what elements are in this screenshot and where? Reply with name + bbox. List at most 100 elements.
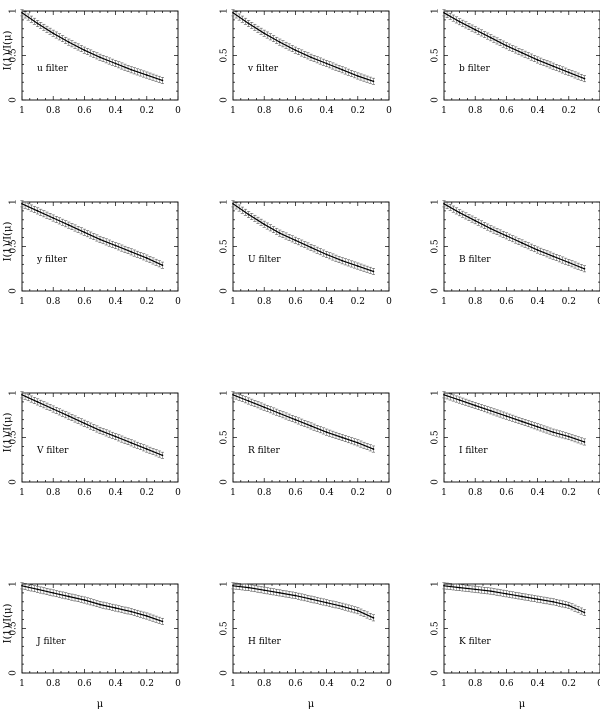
x-tick-label: 0: [597, 297, 600, 307]
x-tick-label: 0.8: [257, 106, 272, 116]
panel-v-filter: 1 0.8 0.6 0.4 0.2 0 0 0.5 1 v filter: [220, 8, 393, 116]
y-tick-label: 0.5: [431, 621, 441, 636]
data-point: [130, 68, 133, 71]
data-point: [372, 270, 375, 273]
data-point: [341, 259, 344, 262]
data-point: [52, 32, 55, 35]
data-point: [145, 74, 148, 76]
data-point: [232, 11, 234, 14]
data-point: [474, 588, 477, 591]
data-point: [278, 592, 281, 594]
data-point: [552, 65, 555, 68]
data-point: [294, 49, 297, 52]
filter-label: v filter: [247, 64, 279, 74]
data-point: [67, 224, 70, 227]
y-tick-label: 1: [431, 8, 441, 14]
x-tick-label: 0.2: [351, 106, 365, 116]
y-tick-label: 0.5: [220, 239, 230, 254]
data-point: [458, 211, 461, 214]
data-point: [458, 586, 461, 589]
x-axis-label: μ: [97, 699, 104, 710]
x-tick-label: 1: [230, 679, 236, 689]
x-tick-label: 0.6: [499, 106, 514, 116]
data-point: [278, 232, 281, 235]
x-tick-label: 0.8: [468, 106, 483, 116]
series-line: [21, 585, 163, 622]
data-point: [521, 420, 523, 423]
y-tick-label: 0.5: [431, 430, 441, 445]
y-tick-label: 0: [431, 288, 441, 294]
y-axis-label: I(1)/I(μ): [3, 604, 14, 644]
x-tick-label: 0.6: [499, 679, 514, 689]
x-tick-label: 0.6: [77, 488, 92, 498]
x-tick-label: 0: [386, 106, 392, 116]
x-tick-label: 1: [441, 106, 447, 116]
x-tick-label: 0: [175, 297, 181, 307]
data-point: [583, 611, 586, 614]
data-point: [36, 588, 39, 591]
x-tick-label: 0.4: [530, 297, 545, 307]
data-point: [52, 592, 55, 594]
data-point: [583, 441, 586, 443]
y-tick-label: 0.5: [9, 48, 19, 63]
y-tick-label: 1: [431, 581, 441, 587]
data-point: [458, 399, 461, 402]
data-point: [474, 404, 477, 407]
x-tick-label: 0: [175, 488, 181, 498]
series-line: [443, 203, 585, 270]
data-point: [521, 595, 523, 598]
series-line: [443, 12, 585, 80]
panel-K-filter: 1 0.8 0.6 0.4 0.2 0 0 0.5 1 K filter μ: [431, 581, 600, 710]
y-tick-label: 0.5: [431, 239, 441, 254]
y-tick-label: 1: [431, 390, 441, 396]
data-point: [99, 603, 101, 606]
panel-b-filter: 1 0.8 0.6 0.4 0.2 0 0 0.5 1 b filter: [431, 8, 600, 116]
data-point: [36, 401, 39, 403]
x-tick-label: 0.2: [562, 679, 576, 689]
y-tick-label: 0.5: [9, 430, 19, 445]
x-tick-label: 1: [230, 297, 236, 307]
x-tick-label: 0.2: [562, 488, 576, 498]
panel-I-filter: 1 0.8 0.6 0.4 0.2 0 0 0.5 1 I filter: [431, 390, 600, 498]
x-tick-label: 1: [19, 106, 25, 116]
filter-label: I filter: [459, 446, 488, 456]
x-tick-label: 1: [441, 297, 447, 307]
x-tick-label: 0.4: [319, 488, 334, 498]
data-point: [325, 62, 328, 65]
y-axis-label: I(1)/I(μ): [3, 413, 14, 453]
data-point: [130, 441, 133, 444]
data-point: [443, 202, 445, 205]
plot-frame: [21, 201, 179, 292]
data-point: [67, 595, 70, 598]
data-point: [356, 75, 359, 77]
x-tick-label: 0.6: [288, 297, 303, 307]
y-tick-label: 0: [220, 288, 230, 294]
x-tick-label: 1: [19, 679, 25, 689]
y-tick-label: 0: [9, 97, 19, 103]
panel-R-filter: 1 0.8 0.6 0.4 0.2 0 0 0.5 1 R filter: [220, 390, 393, 498]
data-point: [278, 41, 281, 44]
x-tick-label: 0.4: [108, 679, 123, 689]
data-point: [161, 620, 164, 623]
data-point: [114, 62, 117, 65]
x-tick-label: 1: [230, 106, 236, 116]
data-point: [36, 210, 39, 212]
x-tick-label: 0.2: [140, 297, 154, 307]
data-point: [52, 217, 55, 219]
data-point: [341, 605, 344, 608]
data-point: [145, 448, 148, 450]
x-tick-label: 0.4: [108, 106, 123, 116]
x-tick-label: 0: [386, 488, 392, 498]
series-line: [232, 203, 374, 272]
data-point: [536, 425, 539, 428]
x-tick-label: 0.4: [108, 488, 123, 498]
x-tick-label: 0.4: [108, 297, 123, 307]
x-tick-label: 0.8: [46, 297, 61, 307]
x-tick-label: 0.8: [468, 679, 483, 689]
data-point: [21, 393, 23, 396]
data-point: [21, 202, 23, 205]
y-tick-label: 1: [9, 390, 19, 396]
x-tick-label: 0.8: [46, 106, 61, 116]
plot-frame: [21, 583, 179, 674]
